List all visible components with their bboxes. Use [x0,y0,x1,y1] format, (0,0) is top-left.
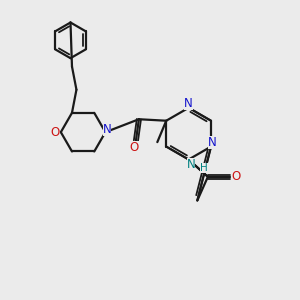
Text: O: O [50,126,59,139]
Text: N: N [187,158,195,171]
Text: O: O [130,141,139,154]
Text: N: N [184,97,193,110]
Text: N: N [208,136,217,148]
Text: O: O [232,170,241,183]
Text: N: N [103,123,111,136]
Text: N: N [187,158,195,171]
Text: H: H [200,163,208,172]
